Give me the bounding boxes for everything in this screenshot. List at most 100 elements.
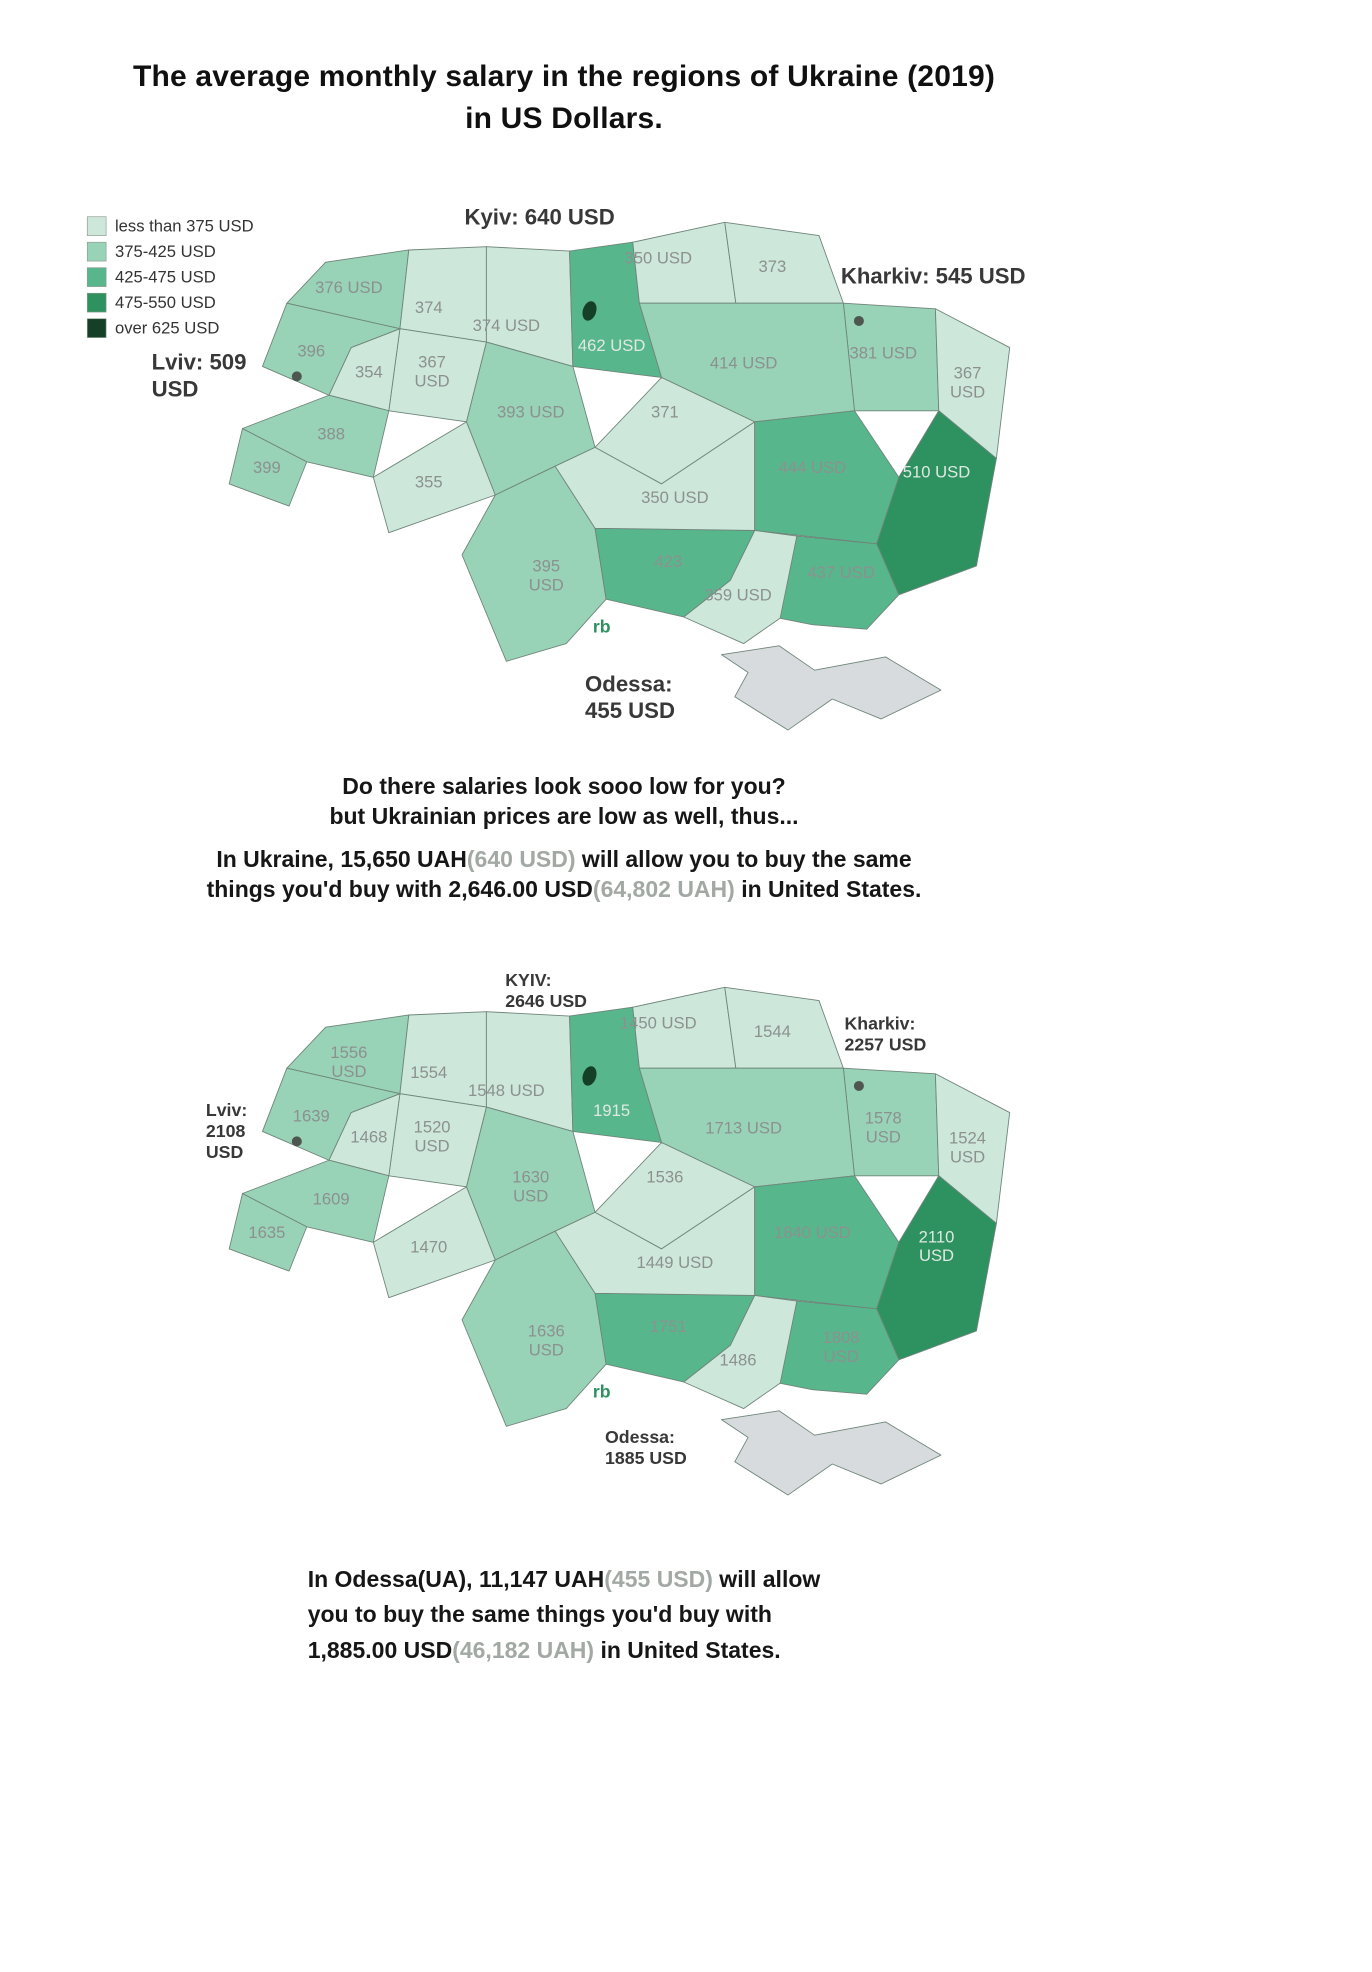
callout-kharkiv: Kharkiv: 545 USD [841,263,1026,288]
rb-watermark: rb [593,1381,611,1401]
bold-text: In Odessa(UA), 11,147 UAH [307,1565,605,1592]
callout-odessa: Odessa: 1885 USD [605,1427,687,1468]
kyiv-city-marker [582,301,597,321]
purchasing-power-map: 1556 USD 1554 1548 USD 1915 1450 USD 1544 1578 U… [206,970,1011,1496]
bold-text: you to buy the same things you'd buy wit… [307,1601,772,1628]
region-label-rivne: 1554 [410,1063,447,1082]
page-title-line-1: The average monthly salary in the region… [132,60,996,93]
commentary-block: Do there salaries look sooo low for you?… [14,773,1114,903]
legend-swatch [86,267,107,287]
region-label-zakarpattia: 399 [253,458,281,477]
callout-kyiv: Kyiv: 640 USD [464,204,614,229]
region-label-kharkiv: 1578 USD [865,1109,902,1147]
region-label-ivano_frankivsk: 1609 [313,1189,350,1208]
legend-label: over 625 USD [115,319,219,338]
legend: less than 375 USD 375-425 USD 425-475 USD 4… [86,216,254,338]
odessa-ppp-line-3: 1,885.00 USD(46,182 UAH) in United State… [308,1633,821,1669]
region-label-zhytomyr: 374 USD [473,316,540,335]
region-crimea-no-data [720,645,942,731]
region-label-kirovohrad: 1449 USD [637,1253,714,1272]
region-kherson [683,1294,798,1409]
legend-swatch [86,216,107,236]
region-label-poltava: 414 USD [710,354,777,373]
region-label-lviv: 1639 [293,1106,330,1125]
region-ivano_frankivsk [242,1159,390,1243]
kharkiv-city-marker [853,1080,864,1091]
kyiv-city-marker [582,1066,597,1086]
bold-text: 1,885.00 USD [307,1637,453,1663]
region-dnipro [754,1175,900,1310]
callout-lviv: Lviv: 509 USD [152,350,247,402]
bold-text: will allow [712,1565,821,1592]
region-label-zakarpattia: 1635 [248,1223,285,1242]
region-label-mykolaiv: 423 [654,552,682,571]
commentary-line-1: Do there salaries look sooo low for you? [342,772,786,799]
region-label-luhansk: 1524 USD [949,1128,986,1166]
infographic-page: The average monthly salary in the region… [0,56,1114,1669]
region-label-chernihiv: 1450 USD [620,1013,697,1032]
region-label-ivano_frankivsk: 388 [317,425,345,444]
bold-text: In Ukraine, 15,650 UAH [216,845,467,872]
kharkiv-city-marker [853,315,864,326]
region-label-odessa: 1636 USD [528,1321,565,1359]
callout-odessa: Odessa: 455 USD [585,671,675,723]
region-label-cherkasy: 1536 [646,1167,683,1186]
gray-conversion-text: (64,802 UAH) [592,875,735,902]
ukraine-ppp-line-2: things you'd buy with 2,646.00 USD(64,80… [14,876,1114,903]
gray-conversion-text: (46,182 UAH) [452,1637,595,1663]
region-label-dnipro: 1840 USD [774,1223,851,1242]
odessa-ppp-block: In Odessa(UA), 11,147 UAH(455 USD) will … [308,1562,821,1669]
region-label-volyn: 376 USD [315,278,382,297]
bold-text: in United States. [734,875,922,902]
region-dnipro [754,410,900,545]
odessa-ppp-line-2: you to buy the same things you'd buy wit… [308,1597,821,1633]
region-label-sumy: 373 [759,257,787,276]
region-label-kyiv: 462 USD [578,336,645,355]
salary-map-usd: 376 USD 374 374 USD 462 USD 350 USD 373 381 US… [86,204,1026,731]
region-label-zaporizhzhia: 1808 USD [823,1328,860,1366]
callout-kharkiv: Kharkiv: 2257 USD [844,1013,926,1054]
region-label-chernivtsi: 1470 [410,1237,447,1256]
region-label-odessa: 395 USD [529,557,564,595]
region-label-cherkasy: 371 [651,402,679,421]
region-label-kirovohrad: 350 USD [641,488,708,507]
page-title-line-2: in US Dollars. [465,102,663,135]
region-label-khmelnytskyi: 1520 USD [414,1117,451,1155]
ukraine-ppp-block: In Ukraine, 15,650 UAH(640 USD) will all… [14,846,1114,903]
region-label-sumy: 1544 [754,1022,791,1041]
region-label-donetsk: 2110 USD [919,1227,955,1265]
region-label-vinnytsia: 1630 USD [512,1167,549,1205]
legend-swatch [86,292,107,313]
legend-swatch [86,241,107,262]
region-label-chernihiv: 350 USD [625,248,692,267]
gray-conversion-text: (455 USD) [604,1565,713,1592]
region-label-rivne: 374 [415,298,443,317]
callout-kyiv: KYIV: 2646 USD [505,970,587,1011]
region-label-ternopil: 354 [355,362,383,381]
legend-label: 375-425 USD [115,242,216,261]
legend-label: 425-475 USD [115,268,216,287]
lviv-city-marker [291,371,302,382]
rb-watermark: rb [593,616,611,636]
region-label-donetsk: 510 USD [903,462,970,481]
region-label-ternopil: 1468 [350,1127,387,1146]
region-kherson [683,530,798,645]
region-label-kyiv: 1915 [593,1101,630,1120]
legend-label: less than 375 USD [115,217,254,236]
region-label-zaporizhzhia: 437 USD [807,563,874,582]
region-label-vinnytsia: 393 USD [497,402,564,421]
region-label-dnipro: 444 USD [779,458,846,477]
region-label-volyn: 1556 USD [330,1043,367,1081]
callout-lviv: Lviv: 2108 USD [206,1100,247,1162]
region-label-mykolaiv: 1751 [650,1317,687,1336]
region-label-kherson: 359 USD [704,585,771,604]
commentary-line-2: but Ukrainian prices are low as well, th… [329,802,799,829]
region-label-poltava: 1713 USD [705,1118,782,1137]
region-label-zhytomyr: 1548 USD [468,1081,545,1100]
page-title: The average monthly salary in the region… [14,56,1114,140]
legend-label: 475-550 USD [115,293,216,312]
region-label-kharkiv: 381 USD [850,344,917,363]
region-label-khmelnytskyi: 367 USD [415,353,450,391]
region-label-lviv: 396 [297,341,325,360]
legend-swatch [86,318,107,338]
